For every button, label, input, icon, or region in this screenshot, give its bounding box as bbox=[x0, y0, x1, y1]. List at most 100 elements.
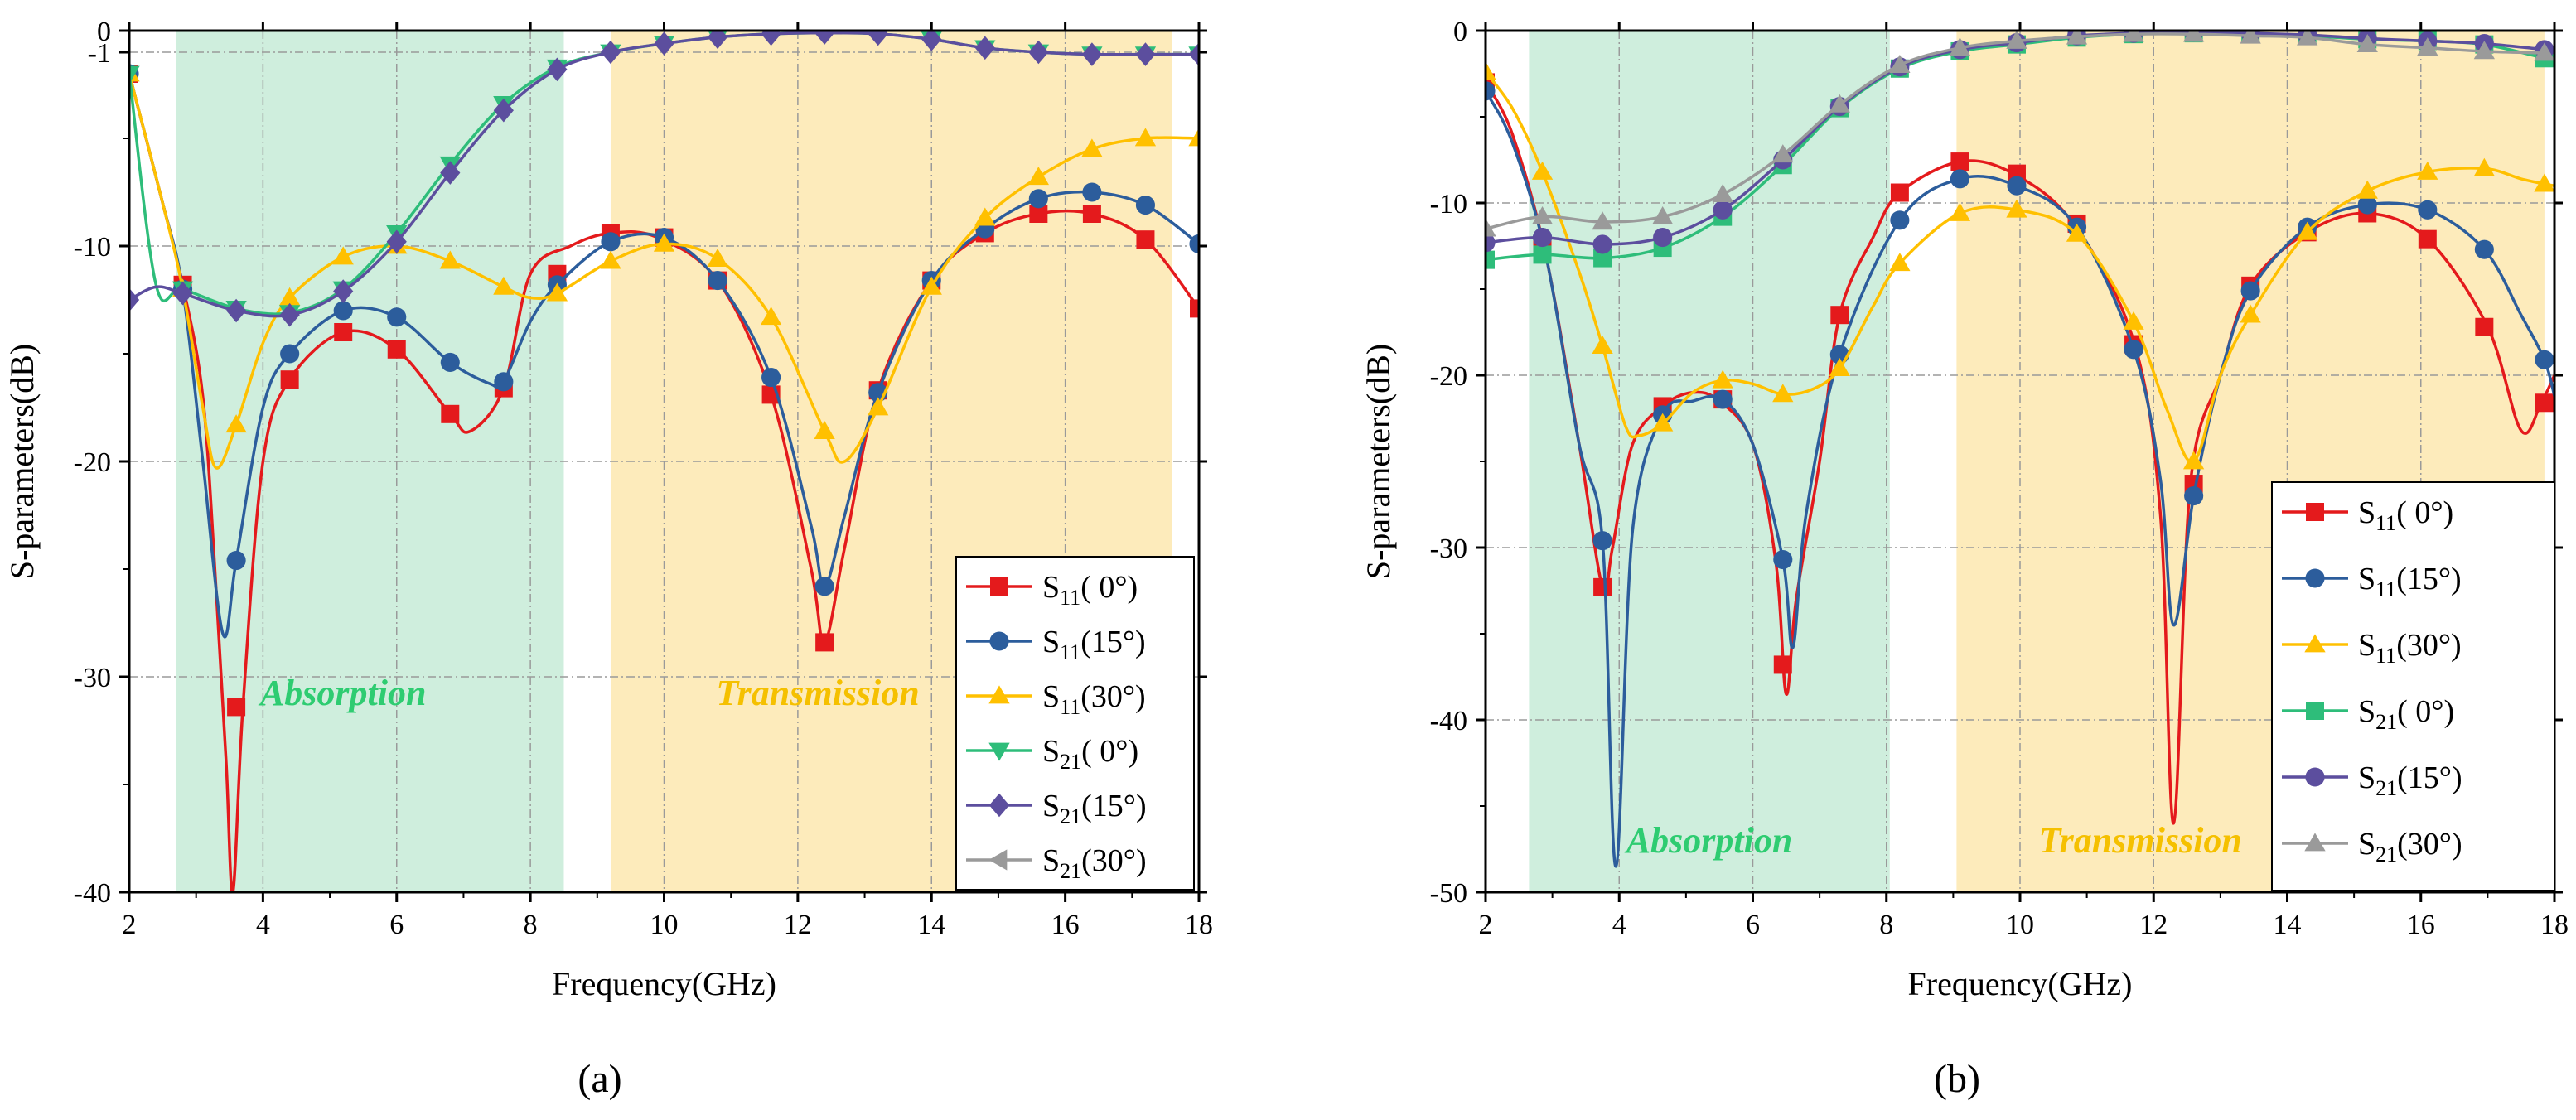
y-tick-label: 0 bbox=[1453, 17, 1467, 47]
data-point-marker bbox=[1190, 299, 1199, 318]
legend-label: S21(15°) bbox=[1042, 789, 1147, 828]
data-point-marker bbox=[814, 420, 835, 439]
data-point-marker bbox=[1486, 218, 1496, 237]
data-point-marker bbox=[1773, 550, 1793, 570]
data-point-marker bbox=[1486, 61, 1496, 80]
data-point-marker bbox=[1592, 531, 1612, 551]
data-point-marker bbox=[1772, 144, 1794, 163]
data-point-marker bbox=[601, 232, 621, 252]
data-point-marker bbox=[1950, 152, 1969, 171]
data-point-marker bbox=[440, 161, 461, 185]
data-point-marker bbox=[332, 246, 354, 265]
x-tick-label: 8 bbox=[1879, 910, 1893, 940]
data-point-marker bbox=[493, 98, 514, 123]
data-point-marker bbox=[2240, 281, 2260, 301]
legend-box bbox=[2271, 481, 2555, 891]
data-point-marker bbox=[1486, 81, 1496, 101]
data-point-marker bbox=[2066, 31, 2088, 45]
data-point-marker bbox=[1028, 189, 1048, 209]
data-point-marker bbox=[1188, 42, 1199, 66]
data-point-marker bbox=[1713, 389, 1733, 409]
data-point-marker bbox=[1533, 245, 1552, 264]
data-point-marker bbox=[760, 307, 782, 326]
y-tick-label: -20 bbox=[74, 447, 111, 478]
data-point-marker bbox=[1081, 42, 1102, 66]
data-point-marker bbox=[2535, 393, 2554, 413]
data-point-marker bbox=[708, 271, 727, 291]
y-tick-label: -50 bbox=[1430, 878, 1467, 909]
data-point-marker bbox=[334, 323, 353, 341]
data-point-marker bbox=[280, 370, 299, 389]
legend-label: S11(15°) bbox=[2358, 562, 2462, 601]
x-tick-label: 14 bbox=[2274, 910, 2302, 940]
region-absorption-band bbox=[1529, 31, 1890, 892]
legend-label: S11(15°) bbox=[1042, 625, 1146, 664]
legend-label: S21(15°) bbox=[2358, 760, 2462, 800]
series-line-2 bbox=[1486, 70, 2554, 464]
data-point-marker bbox=[921, 276, 942, 295]
data-point-marker bbox=[1531, 205, 1554, 224]
x-tick-label: 6 bbox=[389, 910, 404, 940]
data-point-marker bbox=[2006, 199, 2027, 218]
data-point-marker bbox=[600, 40, 621, 65]
data-point-marker bbox=[1134, 128, 1157, 147]
legend-item: S11(15°) bbox=[2282, 562, 2462, 601]
legend-marker-swatch bbox=[2306, 702, 2324, 720]
x-tick-label: 16 bbox=[1051, 910, 1080, 940]
x-tick-label: 14 bbox=[917, 910, 945, 940]
data-point-marker bbox=[974, 207, 996, 226]
data-point-marker bbox=[921, 31, 942, 51]
data-point-marker bbox=[600, 250, 621, 269]
x-tick-label: 2 bbox=[1479, 910, 1493, 940]
data-point-marker bbox=[1652, 205, 1674, 224]
legend-marker-swatch bbox=[2306, 503, 2324, 521]
data-point-marker bbox=[1772, 384, 1794, 403]
y-tick-label: -40 bbox=[74, 878, 111, 909]
data-point-marker bbox=[1081, 138, 1103, 157]
x-axis-title: Frequency(GHz) bbox=[552, 965, 776, 1002]
chart-panel-a: Absorption Transmission 2 4 6 8 10 12 14 16 18 -40 -… bbox=[3, 17, 1213, 1101]
data-point-marker bbox=[547, 57, 568, 82]
data-point-marker bbox=[387, 340, 406, 359]
legend-item: S21( 0°) bbox=[2282, 694, 2454, 734]
data-point-marker bbox=[1653, 228, 1673, 248]
data-point-marker bbox=[1532, 228, 1553, 248]
data-point-marker bbox=[1830, 306, 1849, 325]
legend-label: S11( 0°) bbox=[2358, 495, 2453, 535]
legend-item: S21(15°) bbox=[2282, 760, 2462, 800]
data-point-marker bbox=[1713, 200, 1733, 220]
data-point-marker bbox=[1592, 234, 1612, 254]
data-point-marker bbox=[1486, 73, 1495, 92]
data-point-marker bbox=[1029, 205, 1048, 223]
data-point-marker bbox=[1593, 577, 1612, 596]
data-point-marker bbox=[1188, 128, 1199, 147]
data-point-marker bbox=[226, 551, 246, 571]
data-point-marker bbox=[1889, 54, 1911, 73]
series-line-1 bbox=[1486, 89, 2554, 868]
data-point-marker bbox=[1950, 169, 1969, 189]
legend-item: S21(30°) bbox=[966, 843, 1147, 883]
y-tick-label: -10 bbox=[1430, 189, 1467, 220]
data-point-marker bbox=[2123, 311, 2144, 330]
y-tick-label: -30 bbox=[1430, 533, 1467, 564]
data-point-marker bbox=[2066, 223, 2088, 242]
data-point-marker bbox=[707, 248, 728, 267]
data-point-marker bbox=[172, 281, 193, 306]
x-tick-label: 16 bbox=[2407, 910, 2435, 940]
data-point-marker bbox=[1890, 183, 1909, 202]
data-point-marker bbox=[761, 31, 781, 46]
data-point-marker bbox=[1593, 249, 1612, 268]
legend-label: S21(30°) bbox=[1042, 843, 1147, 883]
legend-marker-swatch bbox=[989, 631, 1009, 651]
region-label-absorption: Absorption bbox=[258, 673, 427, 713]
data-point-marker bbox=[440, 352, 460, 372]
data-point-marker bbox=[2356, 33, 2378, 52]
data-point-marker bbox=[1829, 358, 1850, 377]
data-point-marker bbox=[974, 36, 995, 60]
legend-marker-swatch bbox=[988, 742, 1010, 761]
series-group bbox=[129, 31, 1199, 892]
data-point-marker bbox=[1829, 94, 1850, 113]
data-point-marker bbox=[868, 397, 889, 416]
panel-label: (b) bbox=[1934, 1057, 1980, 1101]
panel-label: (a) bbox=[578, 1057, 621, 1101]
